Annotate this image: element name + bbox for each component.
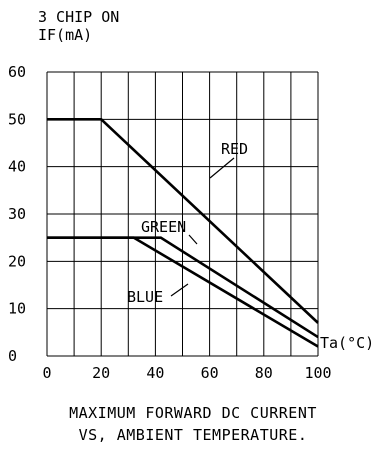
series-line-blue [47,236,319,348]
ticks-layer: 0 10 20 30 40 50 60 0 20 40 60 80 100 [8,63,332,382]
x-tick-label: 100 [304,364,331,382]
y-axis-label: IF(mA) [38,26,92,44]
x-axis-label: Ta(°C) [320,334,374,352]
series-label-green: GREEN [141,218,198,245]
y-tick-label: 20 [8,252,26,270]
series-line-red [47,118,319,324]
caption-line-2: VS, AMBIENT TEMPERATURE. [79,426,308,444]
series-label-green-leader [188,234,198,245]
series-label-red: RED [209,140,248,179]
y-tick-label: 40 [8,158,26,176]
y-tick-label: 0 [8,347,17,365]
x-tick-label: 60 [201,364,219,382]
grid [46,71,319,357]
x-tick-label: 20 [92,364,110,382]
x-tick-label: 80 [255,364,273,382]
series-label-blue-leader [170,283,189,297]
y-tick-label: 10 [8,300,26,318]
series-label-blue: BLUE [127,283,189,306]
y-tick-label: 30 [8,205,26,223]
series-layer [47,118,319,348]
x-tick-label: 0 [42,364,51,382]
series-label-green-text: GREEN [141,218,186,236]
series-label-red-leader [209,157,235,179]
header-line-1: 3 CHIP ON [38,8,119,26]
series-label-blue-text: BLUE [127,288,163,306]
y-tick-label: 50 [8,110,26,128]
y-tick-label: 60 [8,63,26,81]
caption-line-1: MAXIMUM FORWARD DC CURRENT [69,404,317,422]
x-tick-label: 40 [146,364,164,382]
series-label-red-text: RED [221,140,248,158]
